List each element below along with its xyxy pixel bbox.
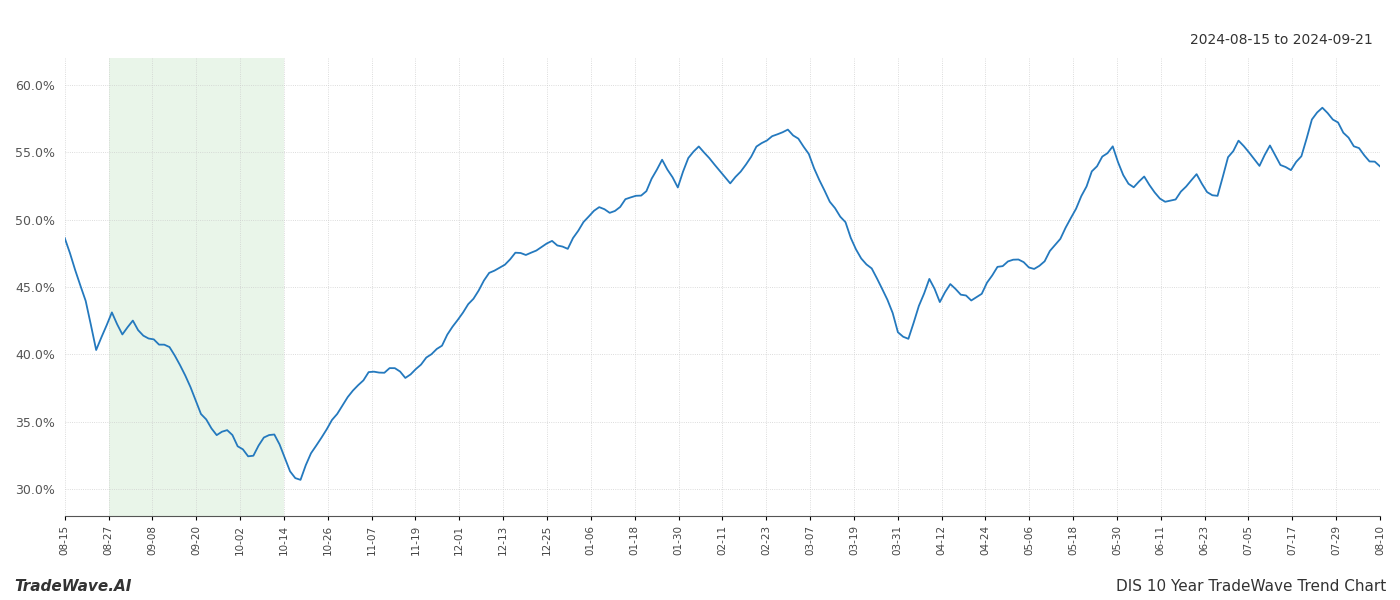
Text: TradeWave.AI: TradeWave.AI — [14, 579, 132, 594]
Bar — [109, 58, 284, 516]
Text: 2024-08-15 to 2024-09-21: 2024-08-15 to 2024-09-21 — [1190, 33, 1373, 47]
Text: DIS 10 Year TradeWave Trend Chart: DIS 10 Year TradeWave Trend Chart — [1116, 579, 1386, 594]
